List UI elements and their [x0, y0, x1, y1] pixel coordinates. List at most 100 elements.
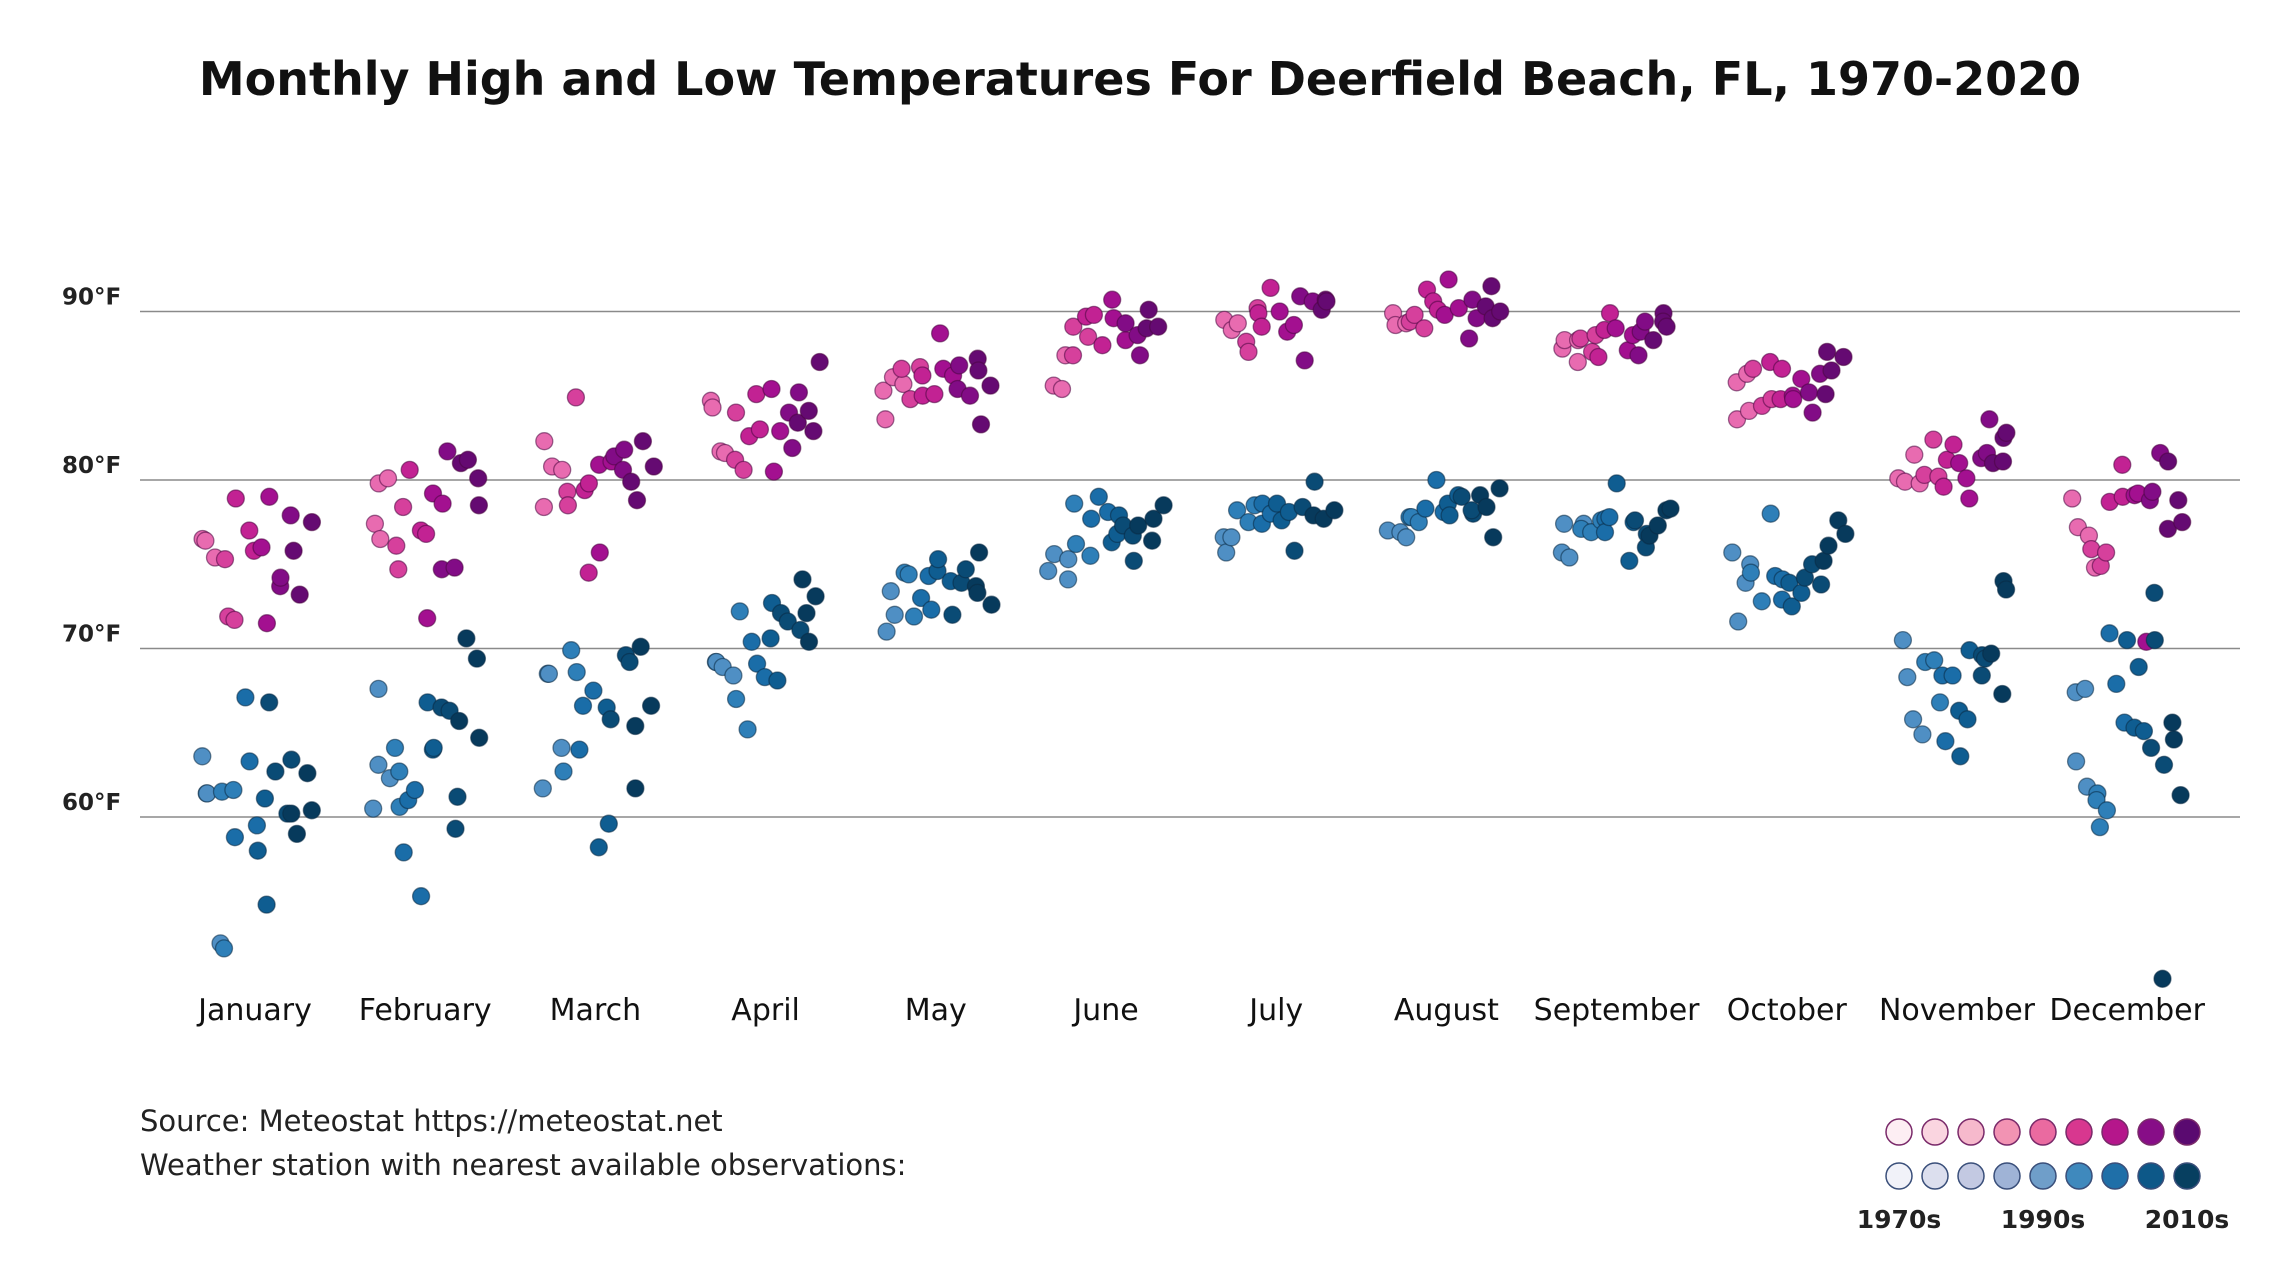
low-temp-point [2171, 785, 2190, 805]
high-temp-point [1905, 445, 1924, 464]
low-temp-point [2145, 583, 2164, 603]
high-temp-point [1934, 477, 1953, 496]
legend-low-swatch [2101, 1162, 2129, 1190]
high-temp-point [1270, 302, 1289, 321]
x-tick-label: November [1879, 993, 2036, 1028]
high-temp-point [2063, 489, 2082, 508]
low-temp-point [2090, 817, 2110, 837]
high-temp-point [960, 386, 980, 405]
x-tick-label: March [550, 993, 641, 1028]
low-temp-point [1059, 550, 1078, 569]
legend-low-swatch [1921, 1162, 1949, 1190]
low-temp-point [768, 671, 787, 690]
x-tick-label: September [1534, 993, 1700, 1028]
low-temp-point [1972, 666, 1991, 685]
low-temp-point [1903, 710, 1923, 729]
high-temp-point [1491, 302, 1510, 321]
high-temp-point [1997, 423, 2016, 442]
high-temp-point [876, 410, 895, 429]
high-temp-point [1064, 317, 1083, 336]
high-temp-point [302, 512, 322, 532]
high-temp-point [1589, 347, 1608, 367]
high-temp-point [1415, 319, 1434, 338]
low-temp-point [1039, 561, 1058, 581]
high-temp-point [1834, 347, 1853, 367]
low-temp-point [1065, 494, 1084, 513]
low-temp-point [1144, 509, 1163, 528]
high-temp-point [1261, 278, 1280, 298]
low-temp-point [394, 843, 413, 862]
low-temp-point [797, 603, 816, 623]
legend-low-swatch [2065, 1162, 2093, 1190]
low-temp-point [1129, 516, 1148, 535]
high-temp-point [1295, 351, 1314, 370]
low-temp-point [257, 895, 276, 914]
low-temp-point [2100, 624, 2119, 643]
high-temp-point [1078, 327, 1098, 346]
high-temp-point [1993, 452, 2013, 471]
low-temp-point [1154, 496, 1173, 515]
y-tick-label: 60°F [62, 790, 121, 816]
low-temp-point [533, 779, 552, 798]
low-temp-point [793, 570, 812, 589]
low-temp-point [2117, 630, 2137, 650]
legend-high-swatch [1993, 1118, 2021, 1146]
high-temp-point [371, 529, 390, 549]
low-temp-point [1741, 563, 1761, 582]
low-temp-point [969, 543, 989, 562]
low-temp-point [726, 689, 746, 709]
high-temp-point [579, 563, 598, 582]
y-axis-ticks: 60°F 70°F 80°F 90°F [62, 285, 121, 817]
low-temp-point [968, 583, 987, 603]
low-temp-point [446, 819, 465, 838]
low-temp-point [1477, 497, 1496, 517]
high-temp-point [644, 457, 663, 476]
low-temp-point [2154, 755, 2174, 774]
high-temp-point [1252, 317, 1271, 336]
low-temp-point [1993, 684, 2012, 704]
low-temp-point [260, 693, 279, 712]
high-temp-point [1803, 403, 1822, 422]
low-temp-point [287, 824, 307, 844]
legend-decade-label: 1970s [1857, 1205, 1941, 1234]
high-temp-point [771, 421, 790, 441]
high-temp-point [1600, 304, 1620, 323]
low-temp-point [1792, 583, 1811, 603]
low-temp-point [620, 652, 639, 672]
low-temp-point [742, 632, 761, 651]
low-temp-point [470, 728, 489, 747]
low-temp-point [2163, 713, 2182, 732]
low-temp-point [626, 716, 645, 736]
low-temp-point [390, 762, 409, 781]
low-temp-point [1925, 651, 1944, 670]
high-temp-point [1103, 290, 1122, 309]
high-temp-point [703, 398, 722, 417]
low-temp-point [405, 780, 425, 800]
high-temp-point [969, 361, 988, 380]
high-temp-point [2173, 512, 2192, 532]
legend-low-swatch [1885, 1162, 1913, 1190]
legend-low-swatch [1957, 1162, 1985, 1190]
low-temp-point [450, 711, 469, 731]
low-temp-point [1936, 732, 1955, 751]
high-temp-point [734, 460, 753, 480]
low-temp-point [738, 720, 757, 739]
high-temp-point [1084, 305, 1104, 325]
high-temp-point [215, 550, 235, 569]
low-temp-point [1066, 534, 1086, 554]
high-temp-point [1449, 298, 1468, 318]
high-temp-point [1635, 312, 1655, 331]
high-temp-point [1817, 342, 1837, 362]
high-temp-point [622, 472, 641, 491]
low-temp-point [1285, 541, 1304, 560]
high-temp-point [418, 609, 437, 628]
high-temp-point [1568, 352, 1587, 372]
low-temp-point [877, 622, 896, 641]
low-temp-point [1484, 528, 1503, 547]
low-temp-point [1958, 710, 1977, 729]
low-temp-point [1089, 487, 1108, 506]
source-text: Source: Meteostat https://meteostat.net [140, 1104, 723, 1138]
legend-high-swatch [2029, 1118, 2057, 1146]
high-temp-point [783, 438, 802, 458]
